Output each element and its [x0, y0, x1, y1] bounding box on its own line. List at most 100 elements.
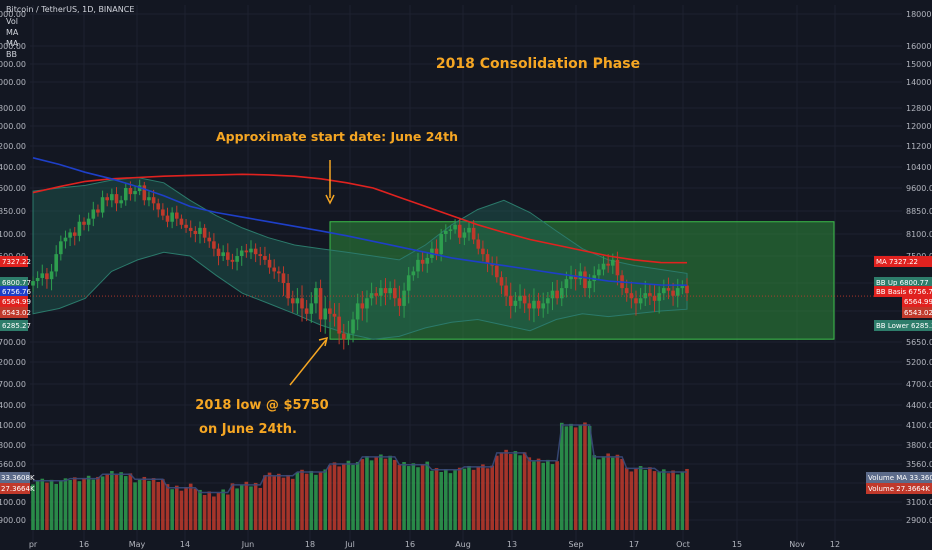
volume-bar: [564, 426, 569, 530]
candle-body: [444, 230, 448, 234]
candle-body: [277, 271, 281, 274]
volume-bar: [253, 482, 258, 530]
volume-bar: [249, 486, 253, 530]
price-tag-left-label: 6800.77: [2, 279, 31, 287]
volume-bar: [675, 474, 680, 530]
volume-bar: [119, 472, 123, 530]
volume-bar: [541, 462, 546, 530]
volume-bar: [226, 494, 230, 530]
indicator-ma-1[interactable]: MA: [6, 28, 19, 37]
volume-bar: [392, 459, 397, 530]
volume-bar: [606, 453, 610, 530]
candle-body: [198, 227, 202, 234]
x-tick: 18: [305, 540, 315, 549]
price-tag-right-label: BB Basis 6756.76: [876, 288, 932, 296]
x-tick: Jul: [344, 540, 355, 549]
volume-bar: [267, 472, 272, 530]
volume-bar: [332, 462, 337, 530]
volume-bar: [193, 488, 198, 530]
volume-bar: [504, 449, 508, 530]
price-tag-left: [0, 320, 28, 331]
candle-body: [110, 194, 114, 201]
candle-body: [657, 293, 661, 301]
y-tick-right: 10400.00: [906, 163, 932, 172]
volume-bar: [583, 422, 587, 530]
x-tick: Aug: [455, 540, 471, 549]
candle-body: [161, 209, 165, 216]
candle-body: [300, 298, 304, 309]
volume-bar: [295, 472, 300, 530]
candle-body: [662, 288, 666, 294]
volume-bar: [212, 496, 216, 530]
volume-ma-line: [33, 424, 687, 494]
candle-body: [105, 197, 110, 201]
volume-bar: [685, 468, 689, 530]
y-tick-left: 10400.00: [0, 163, 26, 172]
candle-body: [82, 221, 86, 225]
volume-bar: [402, 462, 406, 530]
candle-body: [420, 259, 425, 264]
price-tag-left: [0, 277, 28, 288]
candle-body: [114, 194, 119, 204]
volume-bar: [518, 455, 522, 530]
candle-body: [351, 319, 355, 334]
candle-body: [448, 229, 453, 231]
volume-bar: [467, 465, 471, 530]
consolidation-box-layer: [329, 221, 835, 340]
volume-bar: [49, 479, 54, 530]
candle-body: [541, 303, 546, 309]
y-tick-right: 8850.00: [906, 207, 932, 216]
y-tick-right: 9600.00: [906, 184, 932, 193]
volume-bar: [184, 487, 188, 530]
volume-tag-right: [866, 472, 932, 483]
candle-body: [133, 191, 137, 195]
price-tag-right-label: 6564.99: [904, 298, 932, 306]
candle-body: [207, 237, 212, 242]
volume-bar: [638, 466, 643, 530]
candle-body: [123, 188, 128, 201]
volume-tag-left: [0, 472, 30, 483]
volume-tag-right-label: Volume 27.3664K: [868, 485, 930, 493]
price-tag-left-label: 6756.76: [2, 288, 31, 296]
y-tick-left: 8100.00: [0, 230, 26, 239]
price-tag-left-label: 6285.27: [2, 322, 31, 330]
candle-body: [281, 273, 286, 283]
candle-body: [179, 218, 184, 225]
candle-body: [286, 283, 290, 299]
candle-body: [392, 288, 397, 299]
volume-bar: [165, 484, 170, 530]
candle-body: [235, 256, 239, 262]
y-tick-right: 3800.00: [906, 441, 932, 450]
volume-bar: [513, 451, 518, 530]
ma-slow-line: [32, 173, 688, 264]
candle-body: [597, 269, 601, 276]
candle-body: [40, 273, 45, 278]
volume-bar: [128, 473, 133, 530]
candle-body: [147, 197, 151, 201]
candle-body: [45, 273, 49, 280]
volume-bar: [592, 455, 597, 530]
price-tag-right: [874, 320, 932, 331]
low-arrow-head: [318, 336, 329, 347]
candle-body: [434, 248, 439, 255]
candle-body: [374, 293, 379, 296]
volume-bar: [179, 490, 184, 530]
candle-body: [202, 227, 207, 238]
candle-body: [587, 281, 592, 289]
volume-bar: [174, 485, 179, 530]
volume-bar: [527, 457, 532, 530]
indicator-vol[interactable]: Vol: [6, 17, 18, 26]
symbol-title[interactable]: Bitcoin / TetherUS, 1D, BINANCE: [6, 5, 134, 14]
volume-bar: [151, 478, 156, 530]
candle-body: [578, 271, 583, 280]
indicator-bb[interactable]: BB: [6, 50, 17, 59]
candle-body: [63, 237, 68, 242]
candle-body: [156, 203, 161, 210]
candle-body: [416, 259, 420, 272]
volume-layer: [31, 422, 689, 530]
y-tick-left: 3100.00: [0, 498, 26, 507]
candle-body: [174, 212, 179, 219]
candle-body: [128, 188, 133, 195]
indicator-ma-2[interactable]: MA: [6, 39, 19, 48]
